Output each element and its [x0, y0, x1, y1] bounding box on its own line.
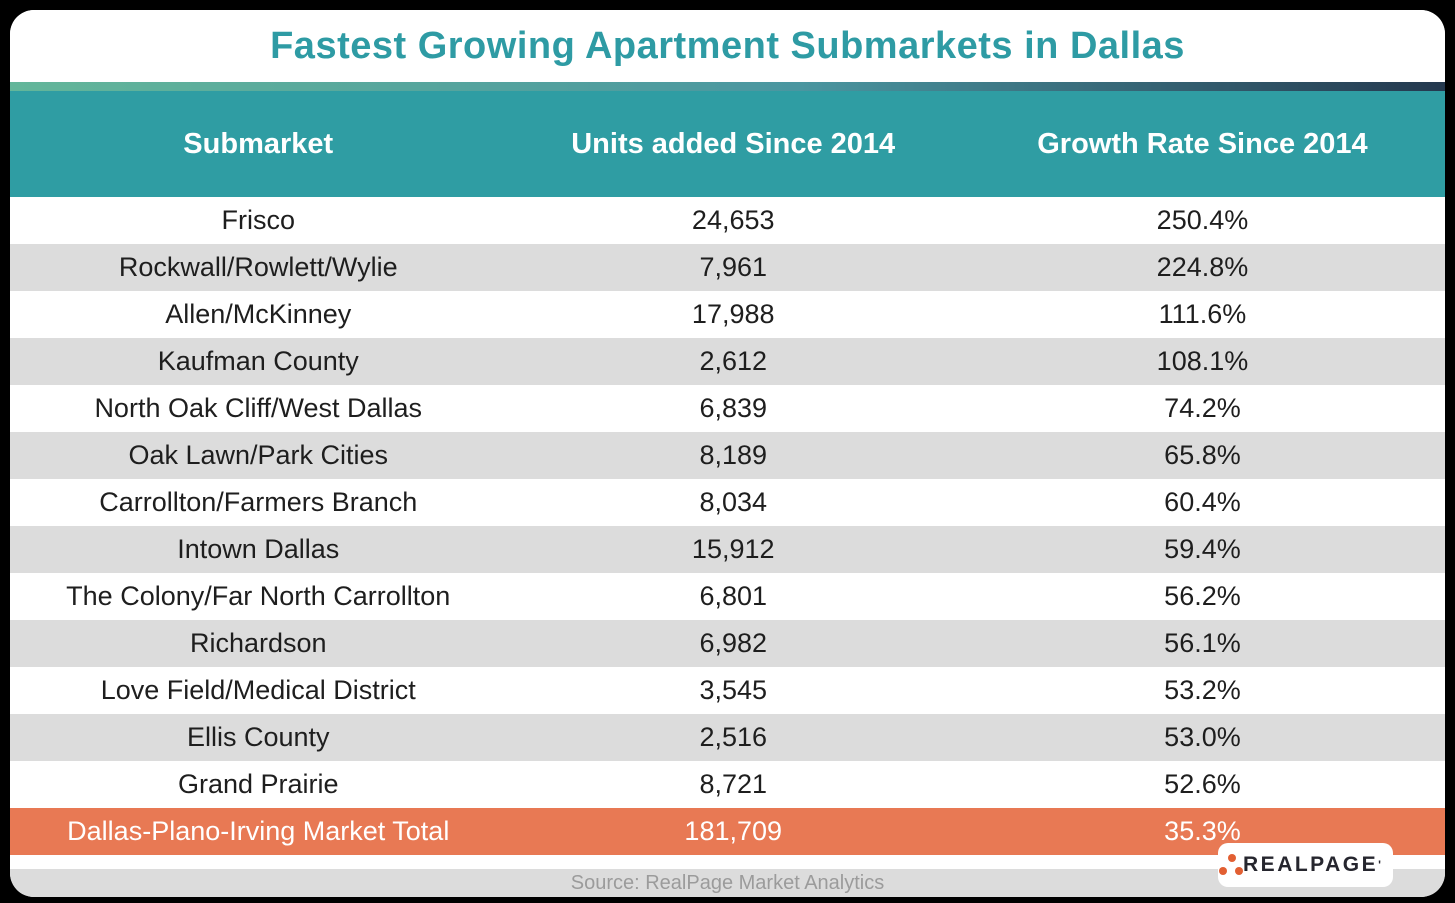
cell-growth: 56.1% [1164, 628, 1241, 658]
logo-dots-icon [1218, 853, 1243, 877]
cell-growth: 56.2% [1164, 581, 1241, 611]
cell-growth: 53.2% [1164, 675, 1241, 705]
title-bar: Fastest Growing Apartment Submarkets in … [10, 10, 1445, 82]
source-text: Source: RealPage Market Analytics [570, 871, 885, 894]
cell-submarket: Rockwall/Rowlett/Wylie [118, 252, 398, 282]
table-body: Frisco 24,653 250.4% Rockwall/Rowlett/Wylie… [10, 197, 1445, 808]
cell-submarket: Frisco [221, 205, 296, 235]
cell-submarket: The Colony/Far North Carrollton [66, 581, 451, 611]
table-row: Allen/McKinney 17,988 111.6% [10, 291, 1445, 338]
gradient-divider [10, 82, 1445, 91]
cell-submarket: Intown Dallas [177, 534, 340, 564]
cell-growth: 59.4% [1164, 534, 1241, 564]
column-header-growth: Growth Rate Since 2014 [1037, 127, 1368, 160]
cell-growth: 250.4% [1156, 205, 1249, 235]
cell-units: 8,721 [699, 769, 768, 799]
cell-units: 15,912 [691, 534, 775, 564]
total-cell-units: 181,709 [684, 816, 783, 846]
cell-growth: 74.2% [1164, 393, 1241, 423]
footer-gap [10, 855, 1445, 869]
table-row: Intown Dallas 15,912 59.4% [10, 526, 1445, 573]
cell-growth: 224.8% [1156, 252, 1249, 282]
realpage-logo: REALPAGE ' [1218, 843, 1393, 887]
table-row: Carrollton/Farmers Branch 8,034 60.4% [10, 479, 1445, 526]
cell-units: 3,545 [699, 675, 768, 705]
table-row: Kaufman County 2,612 108.1% [10, 338, 1445, 385]
page-title: Fastest Growing Apartment Submarkets in … [270, 24, 1185, 67]
logo-trademark-tick: ' [1378, 858, 1381, 872]
cell-submarket: North Oak Cliff/West Dallas [94, 393, 423, 423]
cell-submarket: Kaufman County [157, 346, 359, 376]
cell-growth: 108.1% [1156, 346, 1249, 376]
cell-units: 7,961 [699, 252, 768, 282]
table-row: Oak Lawn/Park Cities 8,189 65.8% [10, 432, 1445, 479]
cell-units: 2,612 [699, 346, 768, 376]
cell-growth: 52.6% [1164, 769, 1241, 799]
table-header: Submarket Units added Since 2014 Growth … [10, 91, 1445, 197]
cell-submarket: Richardson [189, 628, 327, 658]
column-header-units: Units added Since 2014 [571, 127, 896, 160]
logo-wordmark: REALPAGE [1243, 853, 1379, 876]
cell-submarket: Ellis County [186, 722, 330, 752]
total-row: Dallas-Plano-Irving Market Total 181,709… [10, 808, 1445, 855]
table-row: Frisco 24,653 250.4% [10, 197, 1445, 244]
table-row: Ellis County 2,516 53.0% [10, 714, 1445, 761]
cell-units: 8,034 [699, 487, 768, 517]
cell-submarket: Oak Lawn/Park Cities [128, 440, 389, 470]
source-bar: Source: RealPage Market Analytics [10, 869, 1445, 897]
table-row: Richardson 6,982 56.1% [10, 620, 1445, 667]
cell-growth: 65.8% [1164, 440, 1241, 470]
cell-submarket: Allen/McKinney [165, 299, 352, 329]
cell-units: 8,189 [699, 440, 768, 470]
cell-units: 2,516 [699, 722, 768, 752]
table-row: Grand Prairie 8,721 52.6% [10, 761, 1445, 808]
cell-growth: 60.4% [1164, 487, 1241, 517]
table-card: Fastest Growing Apartment Submarkets in … [10, 10, 1445, 897]
total-cell-submarket: Dallas-Plano-Irving Market Total [67, 816, 450, 846]
table-row: The Colony/Far North Carrollton 6,801 56.2… [10, 573, 1445, 620]
total-cell-growth: 35.3% [1164, 816, 1241, 846]
cell-growth: 111.6% [1158, 299, 1247, 329]
cell-units: 24,653 [691, 205, 775, 235]
cell-submarket: Grand Prairie [177, 769, 339, 799]
column-header-submarket: Submarket [183, 127, 334, 160]
cell-submarket: Love Field/Medical District [100, 675, 416, 705]
cell-units: 17,988 [691, 299, 775, 329]
cell-growth: 53.0% [1164, 722, 1241, 752]
table-row: North Oak Cliff/West Dallas 6,839 74.2% [10, 385, 1445, 432]
cell-submarket: Carrollton/Farmers Branch [99, 487, 418, 517]
table-row: Rockwall/Rowlett/Wylie 7,961 224.8% [10, 244, 1445, 291]
cell-units: 6,839 [699, 393, 768, 423]
cell-units: 6,801 [699, 581, 768, 611]
table-row: Love Field/Medical District 3,545 53.2% [10, 667, 1445, 714]
cell-units: 6,982 [699, 628, 768, 658]
